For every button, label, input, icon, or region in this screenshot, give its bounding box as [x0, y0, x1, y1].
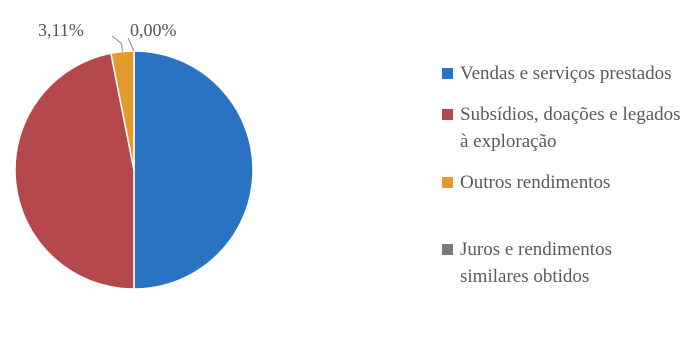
- legend-swatch-juros: [442, 244, 453, 255]
- legend-label-juros: Juros e rendimentos similares obtidos: [460, 239, 612, 287]
- legend-swatch-subsidios: [442, 109, 453, 120]
- legend-label-outros: Outros rendimentos: [460, 172, 611, 193]
- leader-line-juros: [127, 37, 135, 52]
- pie-slices: [14, 50, 254, 290]
- slice-subsidios: [14, 52, 135, 290]
- slice-label-juros: 0,00%: [130, 20, 177, 40]
- slice-vendas: [133, 50, 254, 290]
- leader-line-outros: [111, 35, 123, 52]
- legend-item-outros: Outros rendimentos: [438, 169, 683, 196]
- legend-swatch-outros: [442, 177, 453, 188]
- legend-swatch-vendas: [442, 68, 453, 79]
- legend-item-vendas: Vendas e serviços prestados: [438, 60, 683, 87]
- slice-label-outros: 3,11%: [38, 20, 84, 40]
- legend: Vendas e serviços prestados Subsídios, d…: [438, 60, 683, 304]
- legend-label-subsidios: Subsídios, doações e legados à exploraçã…: [460, 104, 681, 152]
- leader-lines: [111, 35, 135, 52]
- legend-item-juros: Juros e rendimentos similares obtidos: [438, 236, 683, 290]
- legend-item-subsidios: Subsídios, doações e legados à exploraçã…: [438, 101, 683, 155]
- legend-label-vendas: Vendas e serviços prestados: [460, 63, 672, 84]
